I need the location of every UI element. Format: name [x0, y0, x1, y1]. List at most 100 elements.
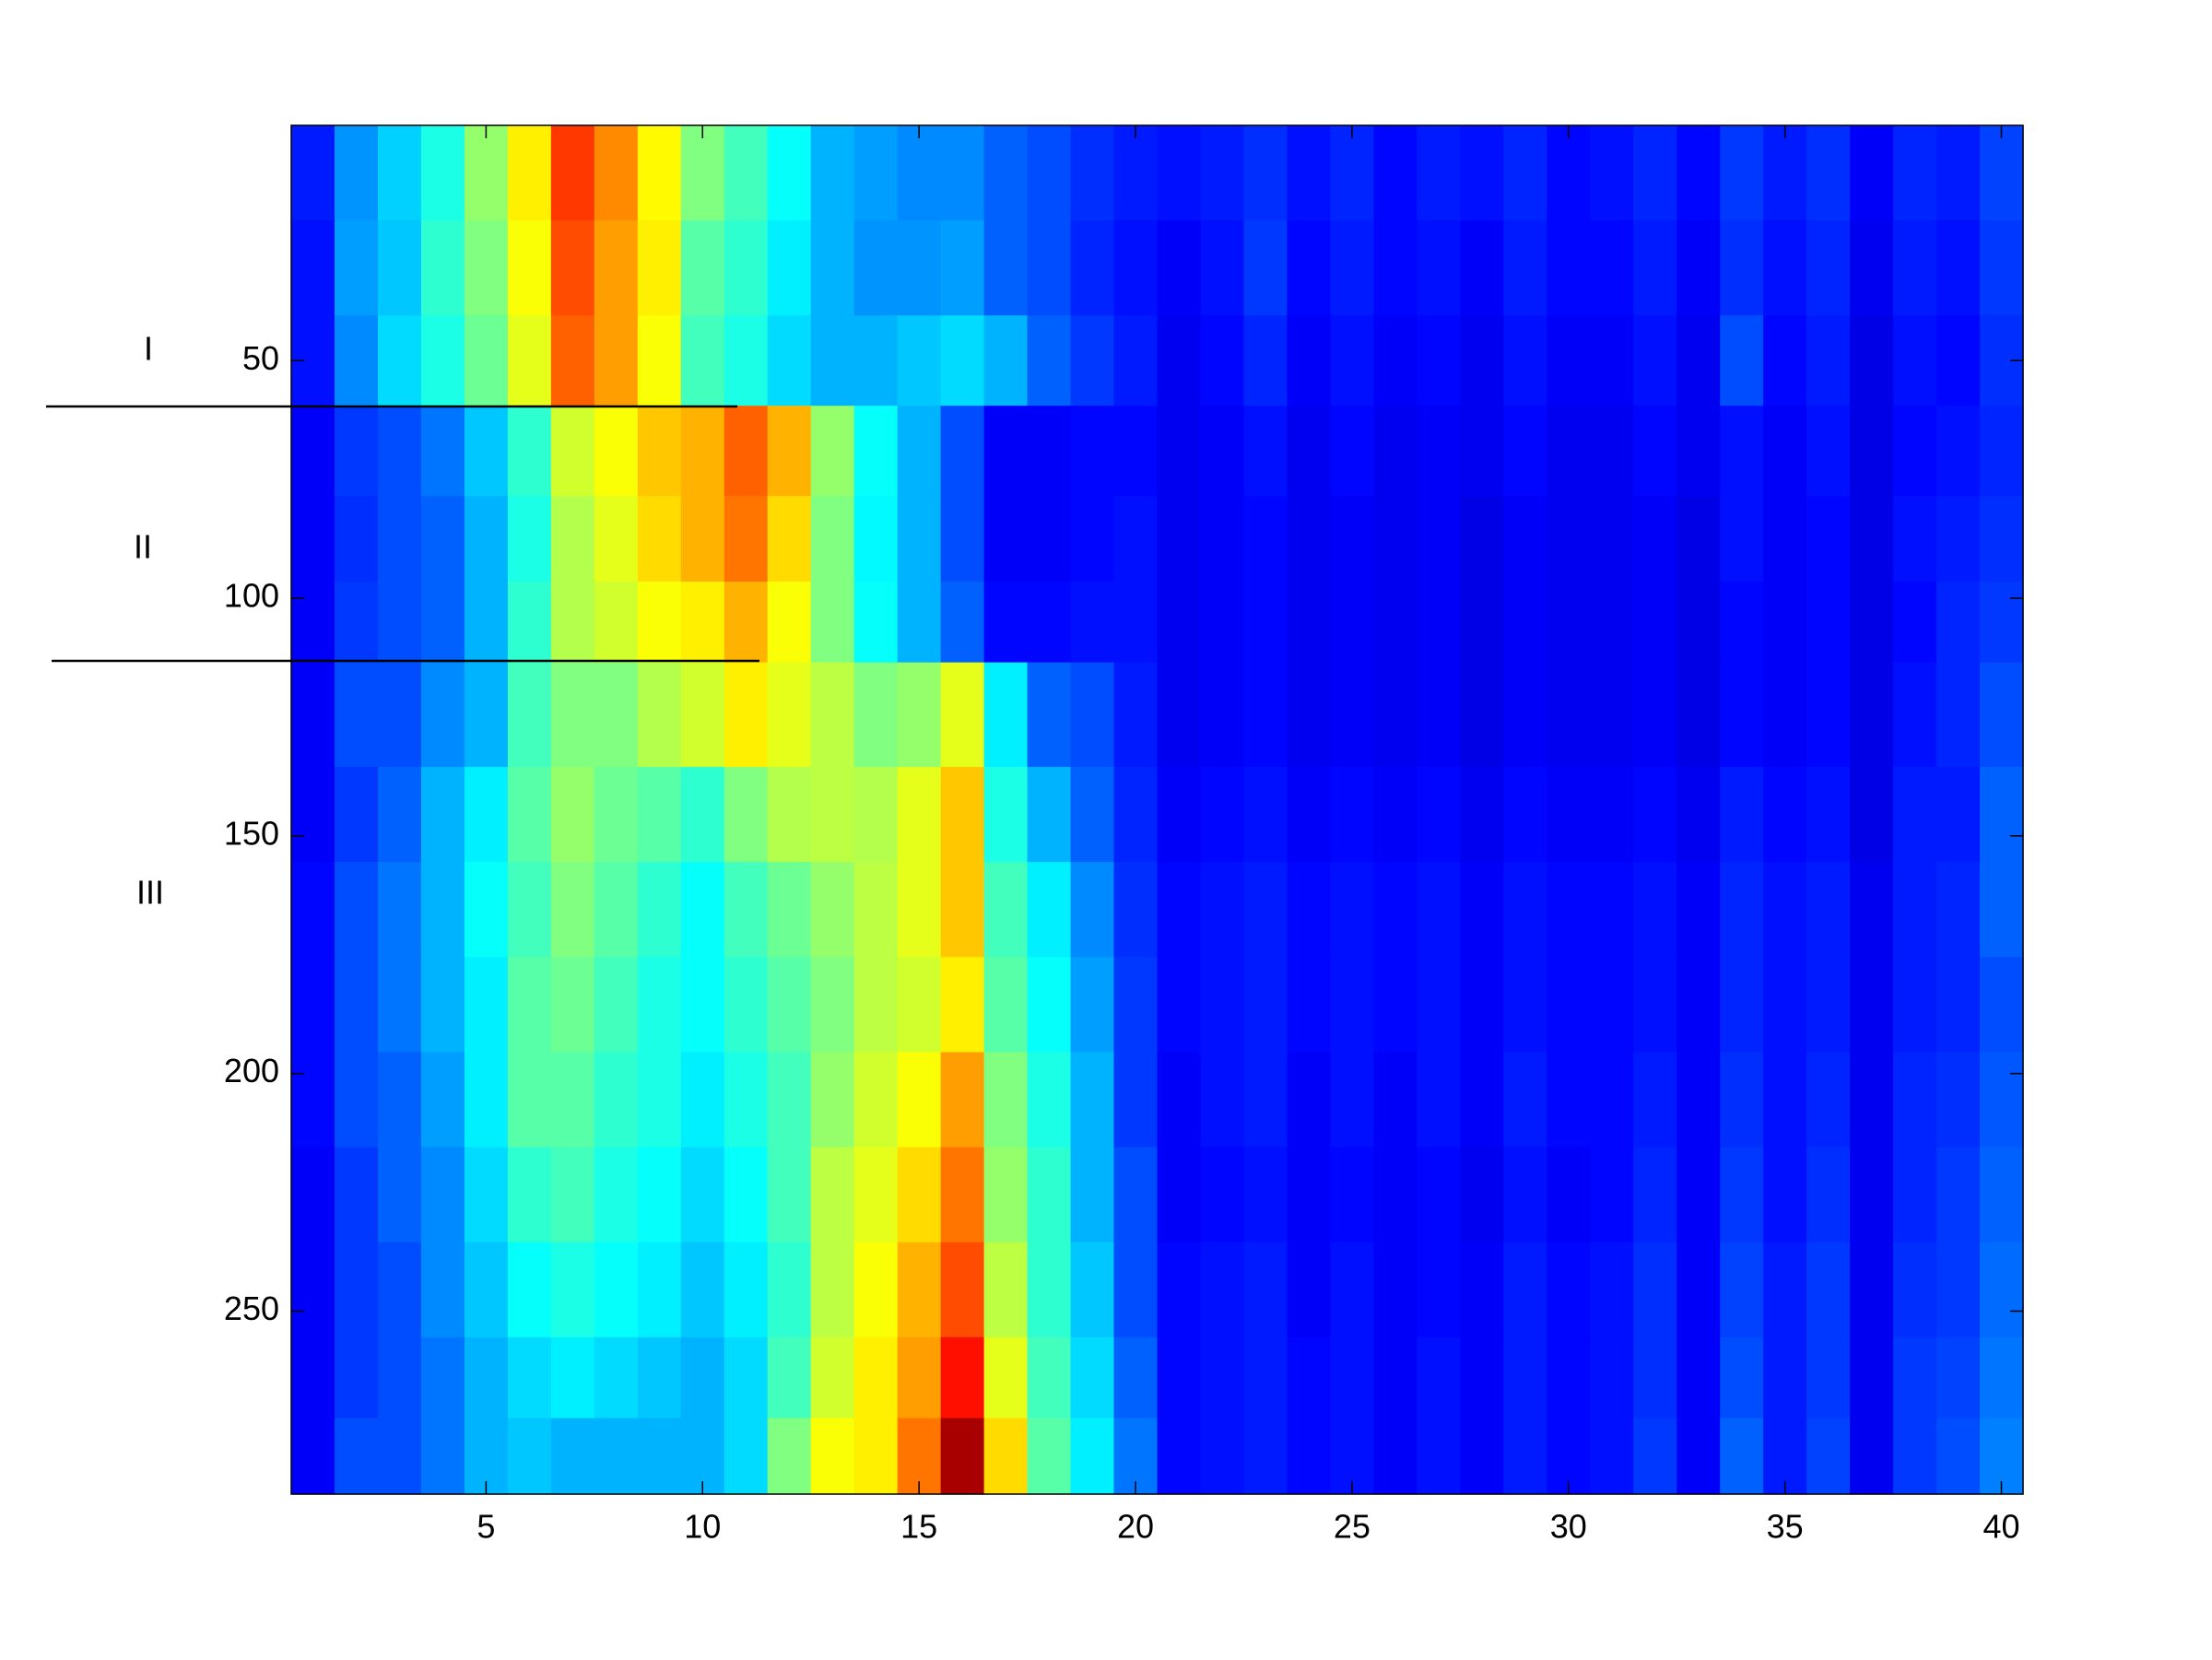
heat-cell: [1373, 957, 1418, 1054]
heat-cell: [1460, 1052, 1504, 1148]
heat-cell: [940, 315, 985, 406]
heat-cell: [1677, 862, 1721, 958]
heat-cell: [1850, 1052, 1894, 1148]
heat-cell: [1503, 957, 1547, 1054]
heat-cell: [550, 662, 595, 768]
heat-cell: [1893, 220, 1937, 316]
heat-cell: [1677, 125, 1721, 221]
heat-cell: [334, 315, 379, 406]
heat-cell: [1980, 1336, 2024, 1419]
heat-cell: [1460, 957, 1504, 1054]
heat-cell: [637, 220, 682, 316]
heat-cell: [1113, 496, 1159, 583]
heat-cell: [1850, 406, 1894, 497]
heat-cell: [810, 1052, 855, 1148]
heat-cell: [1070, 1336, 1115, 1419]
heat-cell: [767, 1052, 812, 1148]
heat-cell: [291, 220, 335, 316]
heat-cell: [1633, 582, 1677, 664]
heat-cell: [1070, 496, 1115, 583]
heat-cell: [767, 862, 812, 958]
heat-cell: [1330, 957, 1374, 1054]
heat-cell: [1720, 406, 1764, 497]
heat-cell: [637, 1052, 682, 1148]
x-tick-label: 5: [477, 1508, 495, 1546]
heat-cell: [1547, 1242, 1591, 1338]
heat-cell: [680, 496, 725, 583]
heat-cell: [1893, 1147, 1937, 1243]
heat-cell: [940, 125, 985, 221]
heat-cell: [1287, 582, 1331, 664]
heat-cell: [1027, 862, 1072, 958]
heat-cell: [377, 1242, 422, 1338]
heat-cell: [983, 1418, 1029, 1495]
heat-cell: [1243, 1052, 1288, 1148]
heat-cell: [1503, 125, 1547, 221]
heat-cell: [507, 1147, 552, 1243]
heat-cell: [1330, 1336, 1374, 1419]
heat-cell: [1200, 582, 1245, 664]
heat-cell: [1936, 125, 1981, 221]
heat-cell: [1850, 662, 1894, 768]
heat-cell: [637, 1418, 682, 1495]
heat-cell: [1850, 1336, 1894, 1419]
heat-cell: [334, 1336, 379, 1419]
heat-cell: [1936, 1418, 1981, 1495]
heat-cell: [940, 767, 985, 863]
heat-cell: [940, 1242, 985, 1338]
heat-cell: [1633, 125, 1677, 221]
heat-cell: [464, 1242, 509, 1338]
heat-cell: [1200, 1147, 1245, 1243]
heat-cell: [1936, 1052, 1981, 1148]
heat-cell: [897, 957, 942, 1054]
heat-cell: [550, 1147, 595, 1243]
heat-cell: [1936, 315, 1981, 406]
heat-cell: [1806, 1147, 1851, 1243]
heat-cell: [377, 220, 422, 316]
heat-cell: [1763, 315, 1807, 406]
heat-cell: [594, 1147, 639, 1243]
heat-cell: [767, 582, 812, 664]
heat-cell: [1157, 957, 1202, 1054]
heat-cell: [1200, 1052, 1245, 1148]
heat-cell: [1936, 862, 1981, 958]
heat-cell: [550, 1418, 595, 1495]
heat-cell: [550, 1242, 595, 1338]
heat-cell: [1070, 582, 1115, 664]
heat-cell: [1980, 125, 2024, 221]
heat-cell: [291, 1052, 335, 1148]
heat-cell: [594, 1336, 639, 1419]
heat-cell: [1287, 315, 1331, 406]
heat-cell: [810, 220, 855, 316]
heat-cell: [291, 767, 335, 863]
heat-cell: [377, 315, 422, 406]
heat-cell: [1417, 315, 1461, 406]
heat-cell: [983, 862, 1029, 958]
heat-cell: [464, 767, 509, 863]
heat-cell: [1806, 406, 1851, 497]
heat-cell: [1850, 1418, 1894, 1495]
heat-cell: [810, 862, 855, 958]
heat-cell: [680, 582, 725, 664]
heat-cell: [507, 957, 552, 1054]
heat-cell: [1027, 406, 1072, 497]
heat-cell: [1503, 1336, 1547, 1419]
heat-cell: [1806, 1336, 1851, 1419]
heat-cell: [377, 1052, 422, 1148]
heat-cell: [1936, 662, 1981, 768]
heat-cell: [1460, 1418, 1504, 1495]
heat-cell: [1590, 125, 1634, 221]
heat-cell: [1460, 1147, 1504, 1243]
y-tick-label: 50: [242, 339, 279, 377]
heat-cell: [1287, 1242, 1331, 1338]
heat-cell: [507, 1418, 552, 1495]
heat-cell: [724, 1418, 769, 1495]
heat-cell: [637, 582, 682, 664]
heat-cell: [897, 1242, 942, 1338]
heat-cell: [291, 1336, 335, 1419]
heat-cell: [1547, 957, 1591, 1054]
heat-cell: [1113, 662, 1159, 768]
heat-cell: [464, 582, 509, 664]
heat-cell: [940, 496, 985, 583]
heat-cell: [1893, 957, 1937, 1054]
